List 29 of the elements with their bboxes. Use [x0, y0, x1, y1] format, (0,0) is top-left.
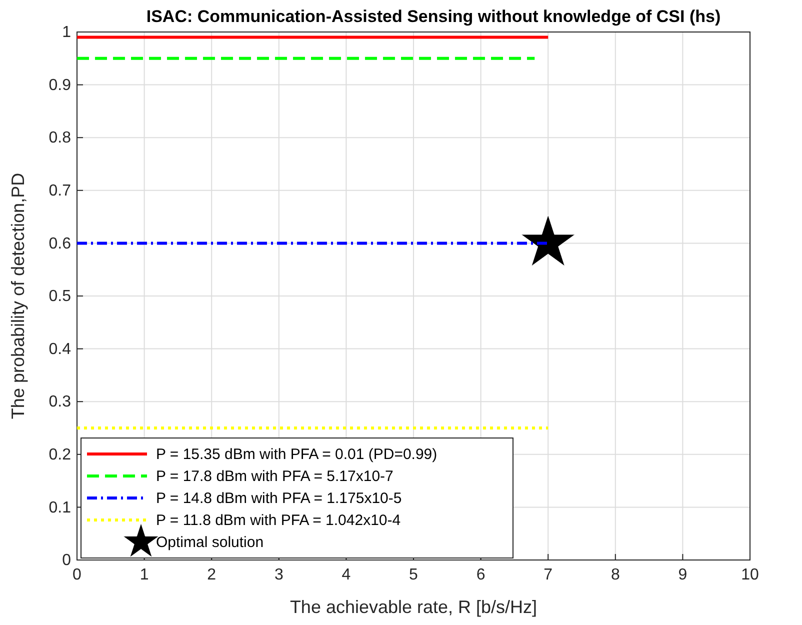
x-tick-label: 10	[741, 566, 759, 584]
y-tick-label: 0.5	[48, 288, 72, 306]
y-tick-label: 0.2	[48, 446, 72, 464]
x-axis-title: The achievable rate, R [b/s/Hz]	[290, 597, 538, 617]
y-tick-label: 0.9	[48, 76, 72, 94]
y-tick-label: 0.8	[48, 130, 72, 147]
x-tick-label: 9	[678, 566, 688, 584]
x-tick-label: 3	[274, 566, 284, 584]
x-tick-label: 7	[544, 566, 553, 584]
legend-label: P = 14.8 dBm with PFA = 1.175x10-5	[156, 490, 402, 507]
x-tick-label: 5	[409, 566, 418, 584]
x-tick-label: 8	[610, 566, 620, 584]
y-tick-label: 0.6	[48, 235, 72, 252]
y-tick-label: 0.1	[48, 499, 72, 516]
y-tick-label: 0	[62, 552, 72, 570]
x-tick-label: 6	[476, 566, 486, 584]
x-tick-label: 1	[140, 566, 149, 584]
y-tick-label: 0.3	[48, 394, 72, 411]
chart-title: ISAC: Communication-Assisted Sensing without knowledge of CSI (hs)	[146, 7, 721, 26]
y-tick-label: 0.4	[48, 340, 72, 358]
y-axis-title: The probability of detection,PD	[8, 172, 28, 420]
y-tick-label: 0.7	[48, 182, 72, 200]
legend-label: P = 11.8 dBm with PFA = 1.042x10-4	[156, 512, 401, 529]
x-tick-label: 4	[342, 566, 351, 584]
legend-label: P = 17.8 dBm with PFA = 5.17x10-7	[156, 468, 394, 485]
x-tick-label: 2	[207, 566, 216, 584]
legend-label: Optimal solution	[156, 534, 264, 551]
legend-label: P = 15.35 dBm with PFA = 0.01 (PD=0.99)	[156, 446, 438, 463]
y-tick-label: 1	[62, 24, 72, 42]
